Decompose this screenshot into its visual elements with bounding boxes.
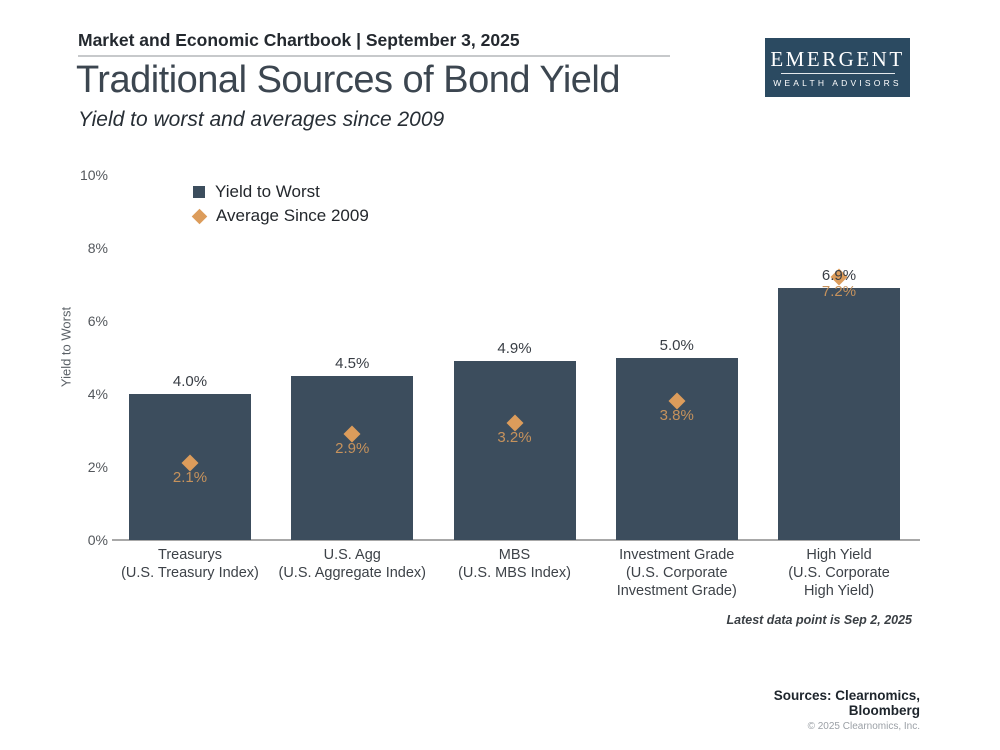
- y-tick-label: 10%: [79, 167, 108, 183]
- average-value-label: 2.9%: [335, 440, 370, 458]
- y-tick-label: 8%: [87, 240, 108, 256]
- y-tick-label: 0%: [87, 532, 108, 548]
- x-category-label: MBS (U.S. MBS Index): [458, 547, 571, 581]
- latest-data-footnote: Latest data point is Sep 2, 2025: [726, 613, 912, 627]
- diamond-marker-icon: [191, 208, 208, 224]
- sources-text: Sources: Clearnomics, Bloomberg: [773, 688, 920, 718]
- bar: [778, 288, 900, 540]
- square-marker-icon: [193, 186, 205, 198]
- bar-value-label: 4.5%: [335, 354, 370, 372]
- legend-label: Average Since 2009: [216, 206, 369, 225]
- page-title: Traditional Sources of Bond Yield: [76, 59, 620, 101]
- bar: [291, 375, 414, 540]
- bar: [615, 357, 738, 540]
- page-subtitle: Yield to worst and averages since 2009: [78, 108, 445, 131]
- legend-item-average-since-2009: Average Since 2009: [191, 204, 369, 228]
- logo-divider: [780, 72, 895, 74]
- x-category-label: Treasurys (U.S. Treasury Index): [121, 547, 259, 581]
- bar-value-label: 6.9%: [821, 267, 857, 285]
- legend-label: Yield to Worst: [215, 182, 320, 201]
- legend-item-yield-to-worst: Yield to Worst: [193, 180, 369, 204]
- bar-value-label: 4.0%: [172, 373, 208, 390]
- copyright-text: © 2025 Clearnomics, Inc.: [807, 721, 920, 732]
- y-tick-label: 6%: [87, 313, 108, 329]
- y-tick-label: 4%: [87, 386, 108, 402]
- logo-tagline: WEALTH ADVISORS: [773, 77, 902, 88]
- header-divider: [78, 55, 670, 57]
- bar: [453, 361, 576, 540]
- logo-name: EMERGENT: [770, 46, 905, 71]
- chart-legend: Yield to Worst Average Since 2009: [191, 180, 369, 228]
- x-category-label: U.S. Agg (U.S. Aggregate Index): [278, 547, 427, 581]
- average-value-label: 3.8%: [659, 407, 694, 425]
- x-category-label: High Yield (U.S. Corporate High Yield): [788, 547, 890, 599]
- average-value-label: 3.2%: [497, 429, 532, 447]
- bar-value-label: 5.0%: [659, 336, 694, 354]
- bar-value-label: 4.9%: [497, 340, 532, 358]
- emergent-logo: EMERGENT WEALTH ADVISORS: [765, 38, 910, 97]
- x-category-label: Investment Grade (U.S. Corporate Investm…: [616, 547, 737, 599]
- average-value-label: 7.2%: [821, 283, 857, 301]
- y-tick-label: 2%: [87, 459, 108, 475]
- x-axis-baseline: [112, 539, 920, 541]
- breadcrumb: Market and Economic Chartbook | Septembe…: [78, 30, 520, 50]
- average-value-label: 2.1%: [172, 469, 208, 487]
